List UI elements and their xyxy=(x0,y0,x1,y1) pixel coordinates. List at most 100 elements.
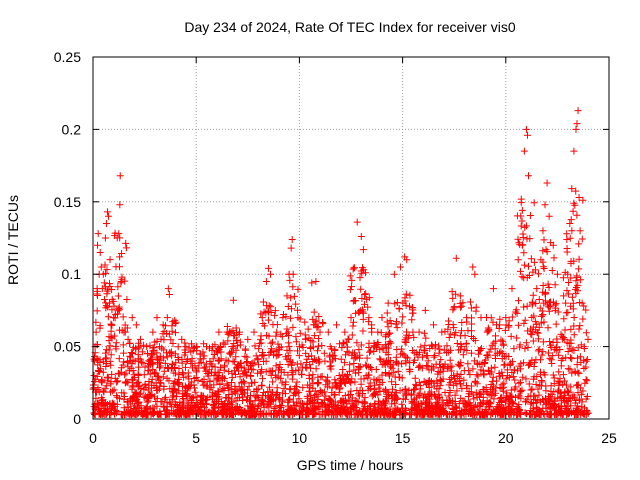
data-point xyxy=(124,357,132,365)
data-point xyxy=(119,341,127,349)
data-point xyxy=(346,404,354,412)
data-point xyxy=(536,398,544,406)
data-point xyxy=(261,322,269,330)
data-point xyxy=(411,404,419,412)
data-point xyxy=(140,386,148,394)
data-point xyxy=(218,404,226,412)
data-point xyxy=(411,356,419,364)
data-point xyxy=(444,363,452,371)
data-point xyxy=(374,405,382,413)
data-point xyxy=(185,375,193,383)
data-point xyxy=(286,410,294,418)
data-point xyxy=(557,393,565,401)
data-point xyxy=(115,370,123,378)
data-point xyxy=(309,379,317,387)
data-point xyxy=(570,331,578,339)
data-point xyxy=(171,319,179,327)
data-point xyxy=(520,274,528,282)
data-point xyxy=(423,352,431,360)
data-point xyxy=(134,351,142,359)
data-point xyxy=(570,147,578,155)
data-point xyxy=(244,393,252,401)
data-point xyxy=(414,391,422,399)
data-point xyxy=(280,385,288,393)
data-point xyxy=(211,341,219,349)
data-point xyxy=(544,280,552,288)
data-point xyxy=(269,378,277,386)
data-point xyxy=(569,207,577,215)
data-point xyxy=(273,391,281,399)
data-point xyxy=(120,409,128,417)
data-point xyxy=(523,302,531,310)
data-point xyxy=(349,322,357,330)
data-point xyxy=(229,296,237,304)
data-point xyxy=(507,392,515,400)
data-point xyxy=(156,343,164,351)
data-point xyxy=(511,385,519,393)
data-point xyxy=(393,298,401,306)
x-tick-label: 20 xyxy=(498,430,514,446)
data-point xyxy=(489,285,497,293)
data-point xyxy=(534,385,542,393)
data-point xyxy=(271,307,279,315)
data-point xyxy=(352,369,360,377)
data-point xyxy=(329,356,337,364)
data-point xyxy=(492,337,500,345)
data-point xyxy=(102,220,110,228)
data-point xyxy=(101,261,109,269)
data-point xyxy=(215,346,223,354)
data-point xyxy=(403,331,411,339)
data-point xyxy=(216,381,224,389)
data-point xyxy=(94,405,102,413)
data-point xyxy=(274,340,282,348)
data-point xyxy=(100,279,108,287)
data-point xyxy=(444,398,452,406)
data-point xyxy=(161,359,169,367)
data-point xyxy=(283,292,291,300)
data-point xyxy=(100,295,108,303)
data-point xyxy=(415,328,423,336)
data-point xyxy=(512,306,520,314)
data-point xyxy=(518,206,526,214)
data-point xyxy=(575,255,583,263)
data-point xyxy=(423,403,431,411)
data-point xyxy=(387,319,395,327)
data-point xyxy=(550,401,558,409)
data-point xyxy=(107,361,115,369)
data-point xyxy=(151,393,159,401)
data-point xyxy=(583,377,591,385)
data-point xyxy=(476,390,484,398)
data-point xyxy=(430,353,438,361)
data-point xyxy=(169,340,177,348)
data-point xyxy=(395,304,403,312)
data-point xyxy=(563,248,571,256)
data-point xyxy=(217,364,225,372)
data-point xyxy=(110,332,118,340)
data-point xyxy=(402,359,410,367)
data-point xyxy=(545,284,553,292)
data-point xyxy=(392,320,400,328)
data-point xyxy=(129,382,137,390)
data-point xyxy=(91,400,99,408)
data-point xyxy=(535,323,543,331)
data-point xyxy=(474,372,482,380)
data-point xyxy=(108,306,116,314)
data-point xyxy=(292,300,300,308)
data-point xyxy=(226,399,234,407)
data-point xyxy=(115,355,123,363)
data-point xyxy=(432,341,440,349)
data-point xyxy=(491,345,499,353)
data-point xyxy=(274,373,282,381)
data-point xyxy=(385,329,393,337)
data-point xyxy=(433,377,441,385)
data-point xyxy=(508,398,516,406)
data-point xyxy=(408,405,416,413)
data-point xyxy=(107,411,115,419)
data-point xyxy=(498,398,506,406)
data-point xyxy=(479,370,487,378)
data-point xyxy=(336,409,344,417)
data-point xyxy=(187,348,195,356)
data-point xyxy=(535,295,543,303)
data-point xyxy=(284,371,292,379)
data-point xyxy=(236,394,244,402)
